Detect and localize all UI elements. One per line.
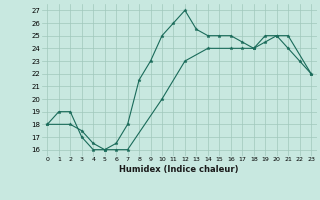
X-axis label: Humidex (Indice chaleur): Humidex (Indice chaleur) xyxy=(119,165,239,174)
